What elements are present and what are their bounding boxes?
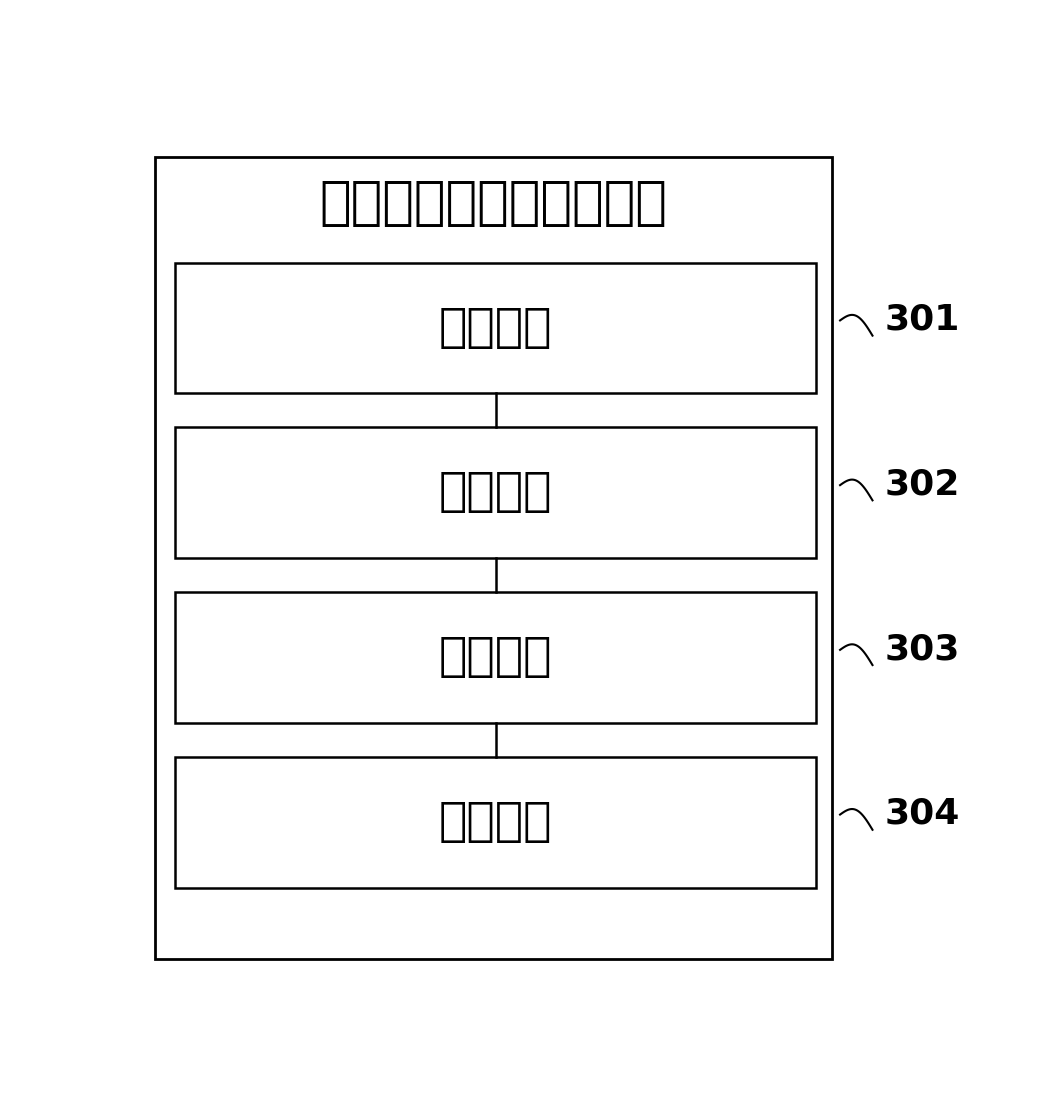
Text: 303: 303 [885,632,960,666]
Text: 301: 301 [885,303,960,337]
Bar [155,157,832,960]
Text: 计算模块: 计算模块 [438,635,552,680]
Bar [176,428,816,558]
Bar [176,262,816,394]
Text: 获取模块: 获取模块 [438,306,552,351]
Bar [176,757,816,887]
Text: 空调系统的能耗仿真装置: 空调系统的能耗仿真装置 [320,178,667,229]
Text: 302: 302 [885,467,960,501]
Text: 确定模块: 确定模块 [438,800,552,845]
Text: 304: 304 [885,796,960,830]
Text: 生成模块: 生成模块 [438,471,552,516]
Bar [176,592,816,723]
